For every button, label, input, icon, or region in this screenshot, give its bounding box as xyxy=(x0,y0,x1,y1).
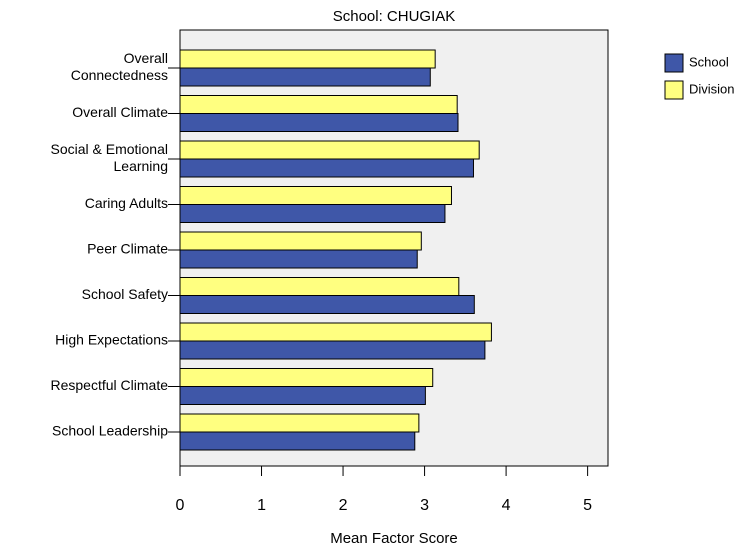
y-tick-label: School Leadership xyxy=(52,423,168,439)
y-tick-label: Connectedness xyxy=(71,67,168,83)
x-tick-label: 1 xyxy=(257,497,266,514)
y-tick-label: Overall Climate xyxy=(72,104,168,120)
bar xyxy=(179,249,418,269)
y-tick-label: School Safety xyxy=(82,286,168,302)
y-tick-label: Peer Climate xyxy=(87,241,168,257)
bar xyxy=(179,277,460,296)
y-tick-label: High Expectations xyxy=(55,332,168,348)
bar xyxy=(179,322,492,342)
bar xyxy=(179,67,431,87)
bar xyxy=(179,186,452,205)
bar xyxy=(179,413,420,433)
bar xyxy=(179,49,436,69)
legend-swatch xyxy=(664,53,684,73)
legend-label: School xyxy=(689,54,729,69)
bar xyxy=(179,204,446,223)
bar xyxy=(179,340,486,360)
bar xyxy=(179,140,480,160)
x-tick-label: 0 xyxy=(176,497,185,514)
bar xyxy=(179,295,475,314)
y-tick-label: Learning xyxy=(114,158,169,174)
bar xyxy=(179,431,416,451)
bar xyxy=(179,113,459,132)
y-tick-label: Social & Emotional xyxy=(50,141,168,157)
x-axis-label: Mean Factor Score xyxy=(330,530,458,547)
y-tick-label: Caring Adults xyxy=(85,195,168,211)
legend-label: Division xyxy=(689,81,735,96)
bar xyxy=(179,231,422,251)
x-tick-label: 2 xyxy=(339,497,348,514)
bar xyxy=(179,368,434,387)
y-tick-label: Overall xyxy=(124,50,168,66)
x-tick-label: 3 xyxy=(420,497,429,514)
x-tick-label: 5 xyxy=(583,497,592,514)
bar xyxy=(179,386,426,405)
bar xyxy=(179,158,474,178)
legend-swatch xyxy=(664,80,684,100)
bar xyxy=(179,95,458,114)
chart-title: School: CHUGIAK xyxy=(333,8,456,25)
y-tick-label: Respectful Climate xyxy=(51,377,169,393)
x-tick-label: 4 xyxy=(502,497,511,514)
